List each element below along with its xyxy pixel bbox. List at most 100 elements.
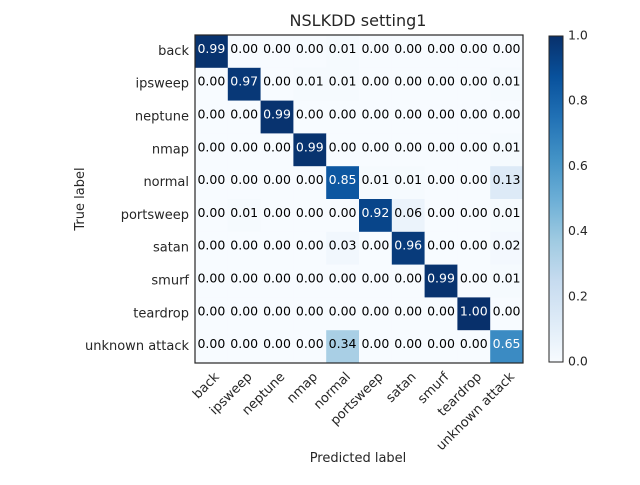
cell-value-label: 0.00 [263,336,291,351]
heatmap-cell [359,100,393,134]
cell-value-label: 0.00 [493,41,521,56]
heatmap-cell [457,67,491,101]
cell-value-label: 0.00 [230,303,258,318]
y-tick-label: neptune [135,110,189,125]
cell-value-label: 0.00 [427,303,455,318]
cell-value-label: 0.00 [329,271,357,286]
heatmap-cell [391,133,425,167]
heatmap-cell [490,67,524,101]
cell-value-label: 0.00 [296,303,324,318]
heatmap-cell [359,231,393,265]
heatmap-cell [457,231,491,265]
heatmap-cell [424,231,458,265]
cell-value-label: 0.00 [361,107,389,122]
heatmap-cell [326,297,360,331]
colorbar-tick-label: 0.6 [568,158,588,173]
cell-value-label: 0.01 [394,172,422,187]
heatmap-cell [260,35,294,69]
heatmap-cell [227,133,261,167]
heatmap-cell [293,67,327,101]
cell-value-label: 0.01 [493,205,521,220]
cell-value-label: 0.00 [197,74,225,89]
plot-frame [194,34,524,364]
heatmap-cell [359,35,393,69]
cell-value-label: 0.00 [197,271,225,286]
cell-value-label: 0.99 [427,271,455,286]
cell-value-label: 0.00 [394,303,422,318]
y-tick-label: smurf [151,274,189,289]
heatmap-cell [195,297,229,331]
heatmap-cell [490,264,524,298]
cell-value-label: 0.00 [263,303,291,318]
cell-value-label: 0.01 [361,172,389,187]
heatmap-cell [391,199,425,233]
heatmap-cell [391,67,425,101]
heatmap-cell [457,166,491,200]
heatmap-cell [326,264,360,298]
cell-value-label: 0.00 [460,271,488,286]
y-tick-label: normal [143,175,189,190]
heatmap-cell [424,35,458,69]
cell-value-label: 0.00 [427,107,455,122]
heatmap-cell [424,133,458,167]
cell-value-label: 0.00 [427,41,455,56]
cell-value-label: 0.99 [263,107,291,122]
y-tick-label: satan [153,241,189,256]
heatmap-cell [424,297,458,331]
heatmap-cell [326,35,360,69]
cell-value-label: 0.00 [296,41,324,56]
heatmap-cell [359,199,393,233]
cell-value-label: 0.01 [493,74,521,89]
heatmap-cell [424,100,458,134]
cell-value-label: 0.85 [329,172,357,187]
cell-value-label: 0.00 [493,303,521,318]
y-tick-label: nmap [152,142,189,157]
x-tick-labels: backipsweepneptunenmapnormalportsweepsat… [190,369,518,453]
heatmap-cell [326,67,360,101]
cell-value-label: 0.00 [296,238,324,253]
y-tick-label: teardrop [133,306,189,321]
x-tick-label: satan [383,370,419,406]
cell-value-label: 0.00 [263,271,291,286]
cell-value-label: 0.00 [460,74,488,89]
heatmap-cell [227,231,261,265]
colorbar-tick-label: 0.0 [568,354,588,369]
heatmap-cell [391,231,425,265]
heatmap-cell [326,166,360,200]
heatmap-cell [260,133,294,167]
heatmap-cell [260,264,294,298]
cell-value-label: 0.00 [197,107,225,122]
heatmap-cell [490,166,524,200]
heatmap-cell [490,133,524,167]
heatmap-cell [195,67,229,101]
heatmap-cell [293,35,327,69]
heatmap-cell [195,330,229,364]
cell-value-label: 0.03 [329,238,357,253]
cell-value-label: 0.97 [230,74,258,89]
cell-value-label: 0.00 [361,271,389,286]
heatmap-cell [457,100,491,134]
heatmap-cell [457,264,491,298]
heatmap-cell [391,330,425,364]
heatmap-cell [227,67,261,101]
cell-value-label: 0.00 [197,336,225,351]
heatmap-cell [457,35,491,69]
heatmap-cell [457,199,491,233]
cell-value-label: 0.00 [230,336,258,351]
heatmap-cell [359,166,393,200]
cell-value-label: 0.00 [230,107,258,122]
heatmap-cell [391,100,425,134]
colorbar-tick-label: 0.2 [568,288,588,303]
heatmap-cell [424,199,458,233]
heatmap-cell [260,67,294,101]
cell-value-label: 0.00 [361,139,389,154]
cell-value-label: 0.00 [263,41,291,56]
cell-value-label: 0.00 [460,336,488,351]
heatmap-cell [260,330,294,364]
cell-value-label: 0.00 [460,41,488,56]
cell-value-label: 0.01 [329,41,357,56]
cell-value-label: 0.99 [197,41,225,56]
heatmap-cell [227,199,261,233]
heatmap-cell [490,100,524,134]
